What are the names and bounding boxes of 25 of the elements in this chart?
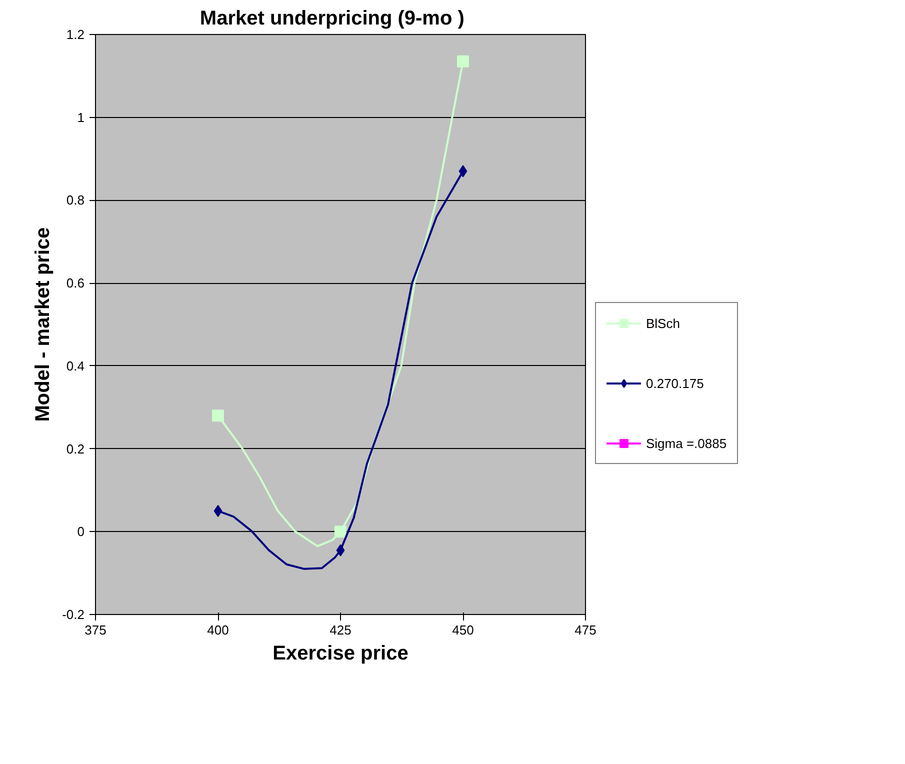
y-tick-label: 0.8 [66,192,85,208]
point [336,544,345,556]
legend-label: Sigma =.0885 [646,436,727,450]
y-axis-title: Model - market price [32,227,54,422]
point [214,504,222,517]
x-tick-label: 425 [330,622,352,638]
y-tick-label: -0.2 [62,607,85,622]
x-tick-label: 400 [207,622,229,638]
y-tick-label: 0.6 [66,276,85,291]
point [457,55,469,68]
x-tick-label: 450 [452,622,474,638]
point [458,165,468,178]
legend-label: 0.270.175 [646,376,704,390]
x-tick-label: 375 [84,622,106,638]
y-tick-label: 1.2 [66,27,85,42]
x-tick-label: 475 [574,622,596,638]
legend-label: BlSch [646,316,680,330]
y-tick-label: 0.2 [66,441,85,456]
y-tick-label: 1 [77,110,85,125]
chart-title: Market underpricing (9-mo ) [200,8,464,30]
y-tick-label: 0.4 [66,358,85,374]
point [334,526,346,538]
y-tick-label: 0 [77,524,85,540]
point [212,410,224,422]
x-axis-title: Exercise price [272,642,408,664]
